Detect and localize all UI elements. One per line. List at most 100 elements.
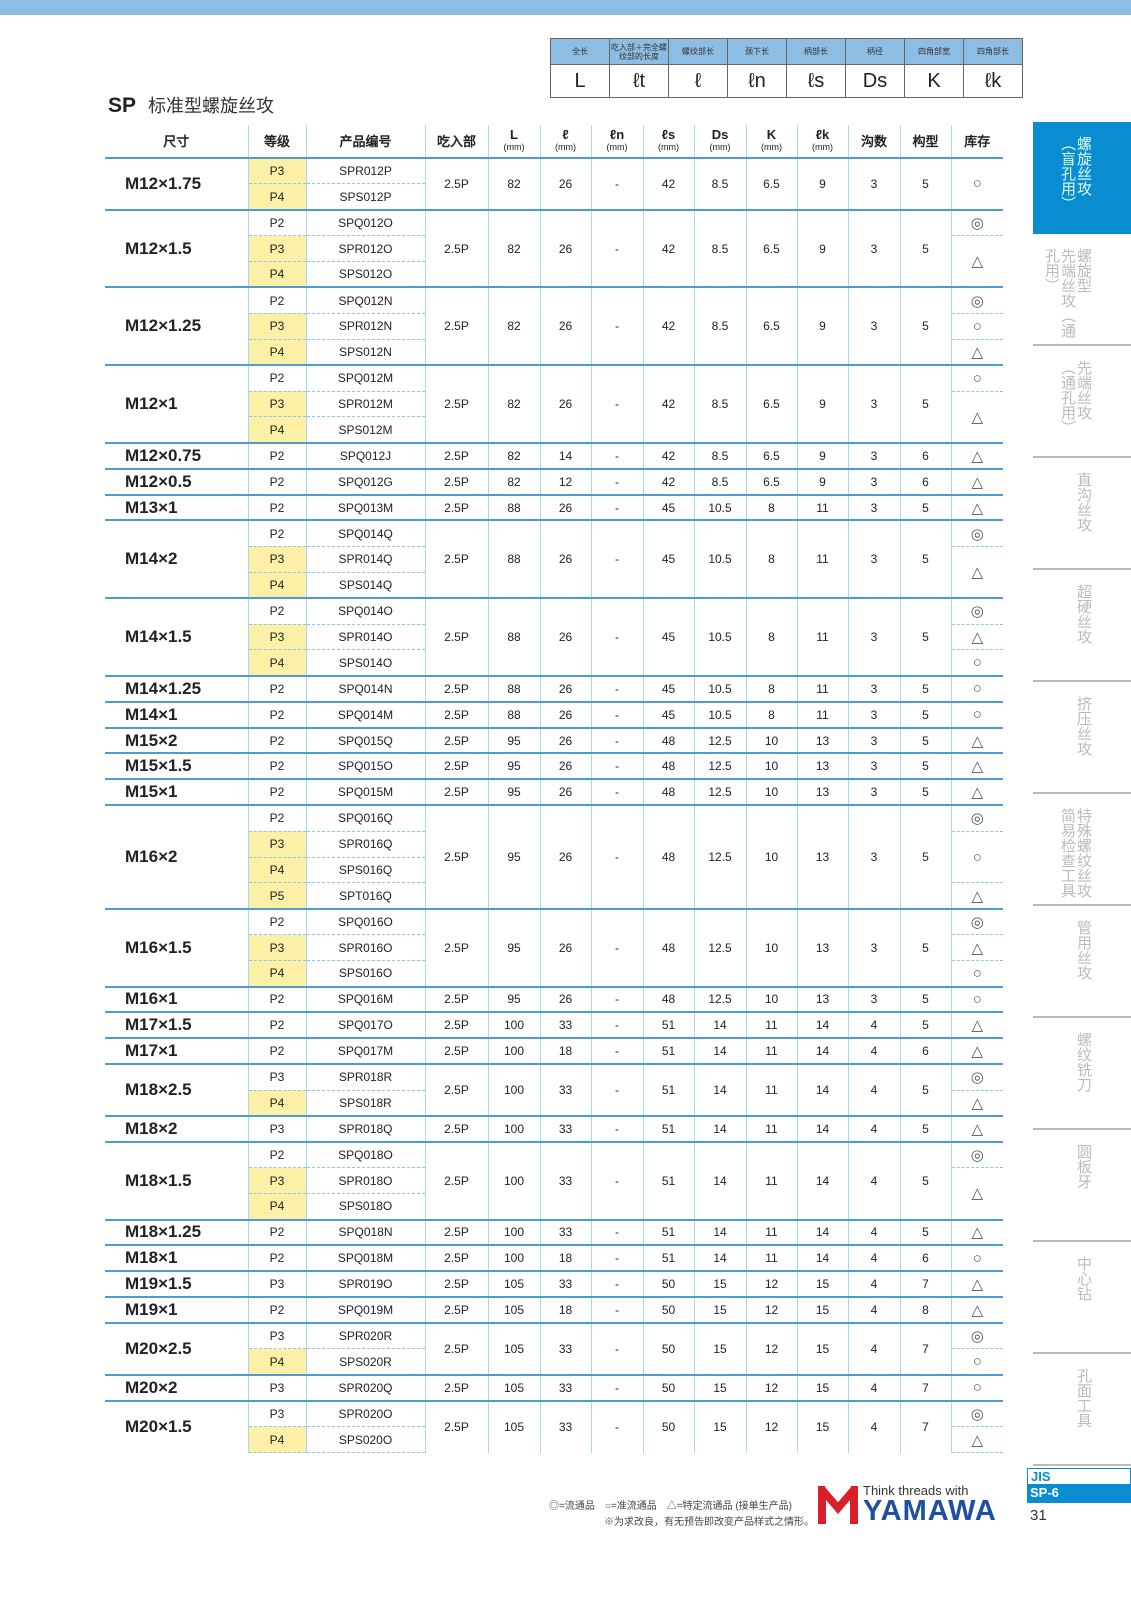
stock-symbol: ○ (951, 960, 1003, 987)
table-row: M17×1 P2 SPQ017M 2.5P 100 18-51 14 11 14 4 6 △ (105, 1037, 1003, 1065)
spec-value: 95 (488, 907, 541, 987)
sidebar-tab[interactable]: 管用丝攻 (1033, 906, 1131, 1018)
legend-symbol: ℓn (727, 64, 787, 98)
spec-value: - (591, 286, 644, 366)
sidebar-tab[interactable]: 螺纹铣刀 (1033, 1018, 1131, 1130)
size-cell: M13×1 (105, 493, 249, 521)
footnote: ※为求改良，有无预告即改变产品样式之情形。 (604, 1517, 814, 1528)
table-row: M20×2 P3 SPR020Q 2.5P 105 33-50 15 12 15 4 7 ○ (105, 1373, 1003, 1401)
grade-cell: P3 (248, 1322, 307, 1349)
stock-symbol: △ (951, 1296, 1003, 1324)
size-cell: M12×0.75 (105, 441, 249, 469)
spec-value: 12 (746, 1270, 798, 1298)
spec-value: 5 (900, 519, 952, 599)
spec-value: 100 (488, 1114, 541, 1142)
sidebar-tab[interactable]: 特殊螺纹丝攻 简易检查工具 (1033, 794, 1131, 906)
grade-cell: P4 (248, 649, 307, 676)
spec-value: 5 (900, 804, 952, 909)
sidebar-tab[interactable]: 圆板牙 (1033, 1130, 1131, 1242)
series-code: SP (108, 94, 137, 117)
spec-value: 82 (488, 467, 541, 495)
sidebar-tab[interactable]: 先端丝攻 （通孔用） (1033, 346, 1131, 458)
spec-value: 3 (848, 157, 901, 210)
legend-symbol: K (904, 64, 964, 98)
spec-value: 5 (900, 1140, 952, 1220)
spec-value: 2.5P (425, 1140, 489, 1220)
spec-value: 8 (746, 700, 798, 728)
grade-cell: P3 (248, 235, 307, 262)
product-code: SPQ019M (306, 1296, 426, 1324)
category-sidebar: 螺旋丝攻 （盲孔用） 螺旋型 先端丝攻（通孔用） 先端丝攻 （通孔用） 直沟丝攻 超硬丝攻 挤压… (1033, 122, 1131, 1466)
spec-value: 10.5 (694, 493, 747, 521)
spec-value: 26 (540, 907, 592, 987)
grade-cell: P3 (248, 312, 307, 340)
spec-value: 12.5 (694, 752, 747, 780)
sidebar-tab[interactable]: 超硬丝攻 (1033, 570, 1131, 682)
spec-value: 2.5P (425, 674, 489, 702)
spec-value: 13 (797, 726, 849, 754)
spec-value: 5 (900, 286, 952, 366)
product-code: SPS012O (306, 261, 426, 288)
size-cell: M12×1.5 (105, 208, 249, 288)
table-row: M17×1.5 P2 SPQ017O 2.5P 100 33-51 14 11 14 4 5 △ (105, 1011, 1003, 1039)
spec-value: 6 (900, 467, 952, 495)
spec-value: 12.5 (694, 726, 747, 754)
sidebar-tab[interactable]: 孔面工具 (1033, 1354, 1131, 1466)
spec-value: 95 (488, 804, 541, 909)
spec-value: - (591, 1244, 644, 1272)
grade-cell: P3 (248, 934, 307, 961)
grade-cell: P2 (248, 1140, 307, 1168)
spec-value: 26 (540, 208, 592, 288)
spec-value: 2.5P (425, 726, 489, 754)
grade-cell: P2 (248, 1011, 307, 1039)
size-cell: M16×1 (105, 985, 249, 1013)
stock-symbol: ◎ (951, 1399, 1003, 1427)
spec-value: 26 (540, 157, 592, 210)
sidebar-tab[interactable]: 中心钻 (1033, 1242, 1131, 1354)
grade-cell: P5 (248, 882, 307, 909)
size-cell: M14×1.5 (105, 597, 249, 676)
spec-value: 5 (900, 778, 952, 806)
unit-label: (mm) (761, 142, 782, 152)
spec-value: 5 (900, 597, 952, 676)
legend-label: 全长 (550, 38, 610, 65)
table-row: M14×2 P2 SPQ014Q 2.5P 88 26-45 10.5 8 11 3 5 ◎ (105, 519, 1003, 599)
spec-value: 11 (746, 1011, 798, 1039)
spec-value: 15 (694, 1270, 747, 1298)
spec-value: 2.5P (425, 1296, 489, 1324)
size-cell: M20×1.5 (105, 1399, 249, 1453)
spec-value: 95 (488, 778, 541, 806)
unit-label: (mm) (503, 142, 525, 152)
column-header: ℓs (mm) (643, 125, 695, 159)
legend-symbol: ℓt (609, 64, 669, 98)
spec-value: 4 (848, 1399, 901, 1453)
sidebar-tab[interactable]: 螺旋型 先端丝攻（通孔用） (1033, 234, 1131, 346)
sidebar-tab[interactable]: 直沟丝攻 (1033, 458, 1131, 570)
table-row: P4 SPS014Q (105, 571, 1003, 599)
header-label: 沟数 (860, 133, 887, 149)
spec-value: 15 (797, 1270, 849, 1298)
spec-value: 4 (848, 1296, 901, 1324)
spec-value: 50 (643, 1296, 695, 1324)
spec-value: 2.5P (425, 804, 489, 909)
spec-value: 3 (848, 493, 901, 521)
spec-value: 2.5P (425, 441, 489, 469)
sidebar-tab[interactable]: 挤压丝攻 (1033, 682, 1131, 794)
grade-cell: P2 (248, 441, 307, 469)
unit-label: (mm) (555, 142, 576, 152)
table-row: M14×1 P2 SPQ014M 2.5P 88 26-45 10.5 8 11 3 5 ○ (105, 700, 1003, 728)
stock-symbol: △ (951, 1218, 1003, 1246)
spec-value: 15 (797, 1399, 849, 1453)
size-cell: M16×1.5 (105, 907, 249, 987)
spec-value: 2.5P (425, 700, 489, 728)
table-row: M15×2 P2 SPQ015Q 2.5P 95 26-48 12.5 10 13 3 5 △ (105, 726, 1003, 754)
spec-value: 33 (540, 1218, 592, 1246)
tab-label: 管用丝攻 (1075, 920, 1092, 980)
grade-cell: P2 (248, 907, 307, 935)
spec-value: - (591, 674, 644, 702)
spec-value: 100 (488, 1011, 541, 1039)
sidebar-tab[interactable]: 螺旋丝攻 （盲孔用） (1033, 122, 1131, 234)
legend-label: 吃入部＋完全螺纹部的长度 (609, 38, 669, 65)
table-row: M14×1.5 P2 SPQ014O 2.5P 88 26-45 10.5 8 11 3 5 ◎ (105, 597, 1003, 676)
stock-symbol: △ (951, 726, 1003, 754)
